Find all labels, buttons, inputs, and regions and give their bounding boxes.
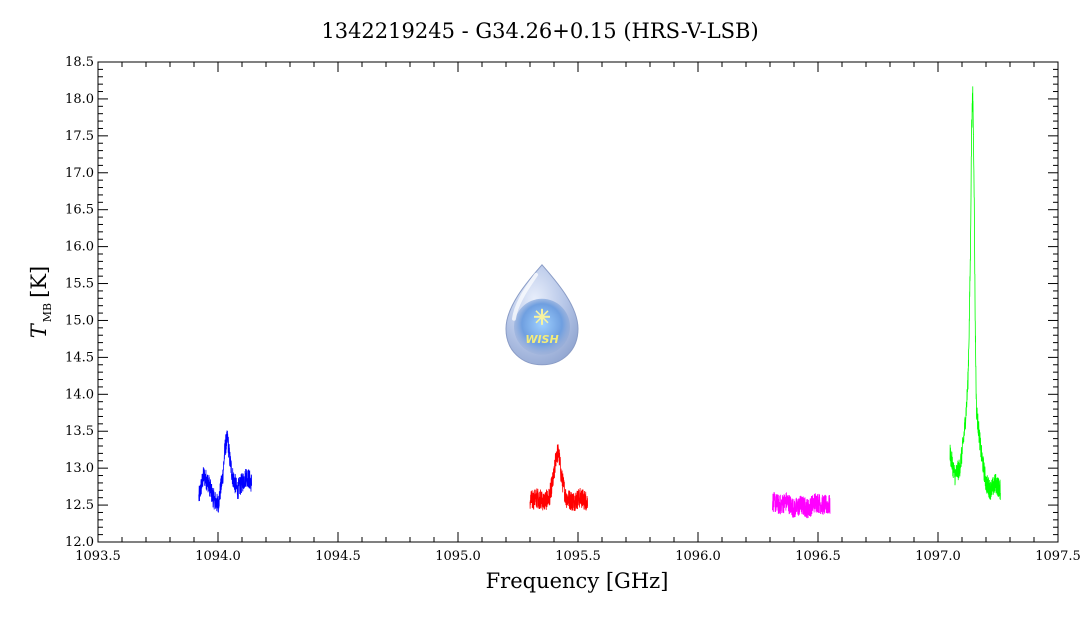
- logo-text: WISH: [525, 333, 558, 346]
- y-axis-label-unit: [K]: [27, 266, 51, 298]
- x-tick-label: 1095.0: [435, 549, 481, 564]
- y-tick-label: 13.0: [65, 461, 94, 476]
- y-tick-label: 16.0: [65, 240, 94, 255]
- y-tick-label: 13.5: [65, 424, 94, 439]
- x-axis-label: Frequency [GHz]: [486, 569, 669, 593]
- wish-logo: WISH: [505, 264, 579, 366]
- svg-text:TMB[K]: TMB [K]: [27, 266, 54, 338]
- series-line-4: [949, 86, 1001, 500]
- x-tick-label: 1093.5: [75, 549, 121, 564]
- chart-title: 1342219245 - G34.26+0.15 (HRS-V-LSB): [321, 19, 758, 43]
- y-axis-label: TMB [K]: [27, 266, 54, 338]
- y-tick-label: 17.5: [65, 129, 94, 144]
- x-tick-label: 1096.0: [675, 549, 721, 564]
- series-layer: [198, 86, 1001, 519]
- y-tick-label: 17.0: [65, 166, 94, 181]
- y-tick-labels: 12.0 12.5 13.0 13.5 14.0 14.5 15.0 15.5 16.0 16.5…: [65, 55, 94, 550]
- y-tick-label: 18.5: [65, 55, 94, 70]
- y-tick-label: 14.5: [65, 350, 94, 365]
- y-axis-label-subscript: MB: [41, 303, 54, 322]
- y-tick-label: 12.5: [65, 498, 94, 513]
- series-line-1: [198, 430, 252, 513]
- series-line-3: [772, 491, 831, 519]
- x-tick-label: 1094.0: [195, 549, 241, 564]
- y-axis-label-main: T: [27, 322, 51, 338]
- series-line-2: [529, 444, 588, 511]
- y-tick-label: 16.5: [65, 203, 94, 218]
- x-tick-label: 1097.0: [915, 549, 961, 564]
- y-tick-label: 18.0: [65, 92, 94, 107]
- y-tick-label: 15.0: [65, 313, 94, 328]
- x-tick-label: 1096.5: [795, 549, 841, 564]
- x-tick-label: 1095.5: [555, 549, 601, 564]
- y-tick-label: 12.0: [65, 535, 94, 550]
- star-icon: [534, 308, 550, 325]
- x-tick-labels: 1093.5 1094.0 1094.5 1095.0 1095.5 1096.0 1096…: [75, 549, 1081, 564]
- x-tick-label: 1094.5: [315, 549, 361, 564]
- x-tick-label: 1097.5: [1035, 549, 1081, 564]
- y-tick-label: 14.0: [65, 387, 94, 402]
- y-tick-label: 15.5: [65, 277, 94, 292]
- axis-ticks: [97, 61, 1059, 543]
